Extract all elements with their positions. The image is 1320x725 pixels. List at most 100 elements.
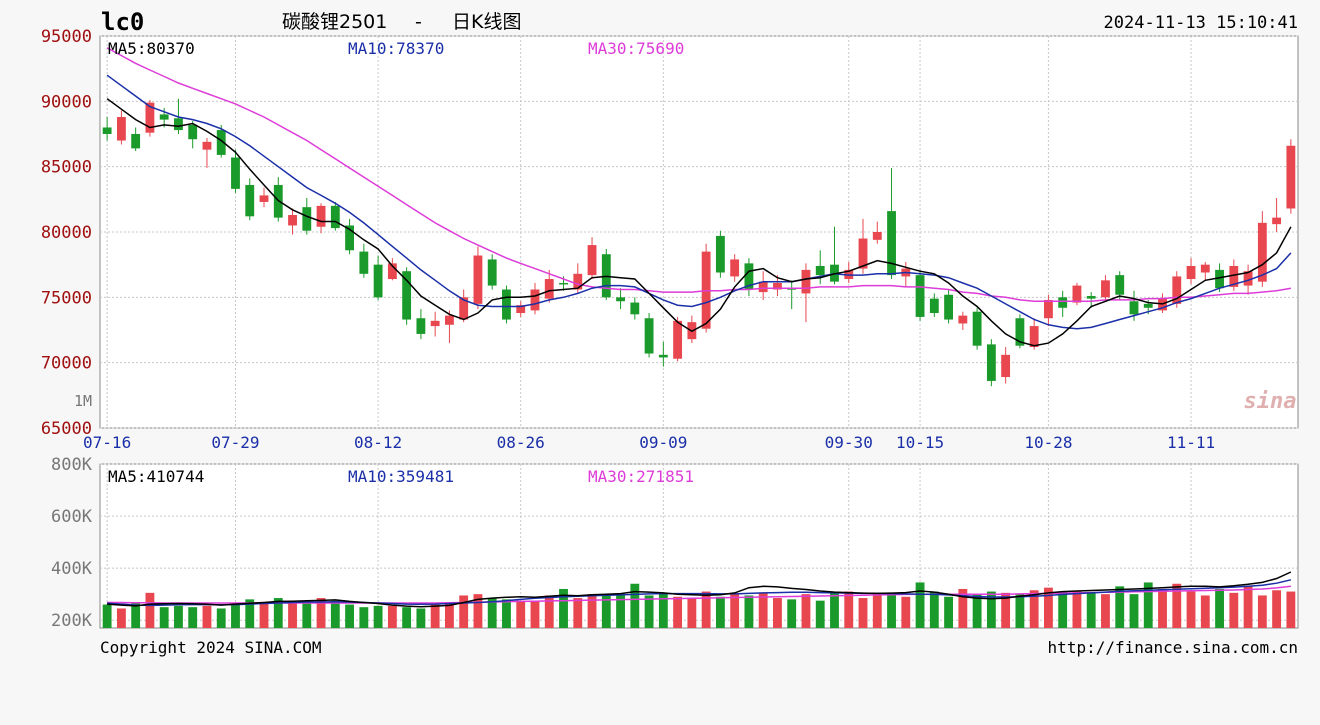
volume-bar — [801, 594, 811, 628]
volume-bar — [1029, 590, 1039, 628]
candle-body — [1029, 326, 1039, 347]
volume-bar — [687, 598, 697, 628]
volume-bar — [102, 604, 112, 628]
candle-body — [673, 320, 683, 359]
volume-legend-ma10: MA10:359481 — [348, 467, 454, 486]
volume-bar — [1058, 591, 1068, 628]
candle-body — [1286, 145, 1296, 209]
candle-body — [616, 297, 625, 302]
volume-bar — [544, 595, 554, 628]
candle-body — [1243, 271, 1253, 286]
volume-bar — [872, 594, 882, 628]
candle-body — [116, 117, 126, 141]
volume-bar — [658, 592, 668, 628]
volume-bar — [1200, 595, 1210, 628]
candle-body — [1272, 217, 1282, 225]
date-tick-label: 10-15 — [896, 433, 944, 452]
candle-body — [758, 281, 768, 293]
candle-body — [487, 259, 497, 286]
candle-body — [387, 263, 397, 280]
candle-body — [1086, 296, 1096, 299]
candle-body — [872, 232, 882, 240]
volume-bar — [901, 596, 911, 628]
volume-ma5-line — [107, 571, 1292, 608]
candle-body — [131, 134, 141, 149]
price-tick-label: 75000 — [41, 288, 92, 308]
volume-bar — [188, 607, 198, 628]
volume-bar — [1015, 594, 1025, 628]
volume-bar — [573, 598, 583, 628]
price-panel: 65000 70000 75000 80000 85000 90000 95000 1M 07-… — [41, 27, 1299, 452]
volume-bar — [844, 591, 854, 628]
volume-bar — [701, 591, 711, 628]
source-url: http://finance.sina.com.cn — [1048, 638, 1298, 657]
volume-bar — [1286, 591, 1296, 628]
candle-body — [530, 289, 540, 311]
volume-bar — [1243, 586, 1253, 628]
volume-bar — [288, 603, 297, 628]
price-legend-ma10: MA10:78370 — [348, 39, 444, 58]
candle-body — [544, 279, 554, 299]
candle-body — [102, 127, 112, 134]
candle-body — [1186, 265, 1196, 280]
candle-body — [1001, 354, 1011, 378]
volume-bar — [330, 600, 340, 628]
candle-body — [345, 225, 355, 251]
candle-body — [430, 320, 440, 327]
volume-bar — [174, 605, 183, 628]
candle-body — [1215, 269, 1224, 289]
candle-body — [1015, 318, 1025, 346]
volume-bar — [758, 592, 768, 628]
volume-bar — [116, 608, 126, 628]
volume-bar — [216, 608, 226, 628]
volume-bar — [559, 588, 568, 628]
candle-body — [801, 269, 811, 294]
candle-body — [359, 251, 369, 274]
candle-body — [459, 297, 469, 320]
volume-bar — [601, 595, 611, 628]
ma5-line — [106, 98, 1292, 347]
candle-body — [1257, 222, 1267, 282]
volume-bar — [1086, 592, 1096, 628]
volume-bar — [473, 594, 483, 628]
volume-bar — [159, 607, 169, 628]
candle-body — [815, 265, 825, 276]
candle-body — [630, 302, 640, 315]
volume-bar — [373, 605, 383, 628]
candle-body — [231, 157, 240, 189]
candle-body — [887, 211, 896, 276]
date-tick-label: 11-11 — [1167, 433, 1215, 452]
candle-body — [986, 344, 996, 381]
volume-bar — [530, 600, 540, 628]
candle-body — [1129, 301, 1139, 315]
candle-body — [330, 205, 340, 229]
volume-ma10-line — [107, 579, 1292, 607]
candle-body — [316, 205, 326, 227]
price-legend-ma30: MA30:75690 — [588, 39, 684, 58]
price-tick-label: 70000 — [41, 354, 92, 374]
volume-bar — [345, 604, 355, 628]
candle-body — [302, 207, 312, 231]
volume-bar — [1215, 588, 1224, 628]
volume-bar — [516, 600, 526, 628]
volume-bar — [1101, 594, 1110, 628]
candle-body — [944, 294, 954, 320]
volume-bar — [858, 598, 868, 628]
volume-bar — [1158, 588, 1167, 628]
volume-bar — [787, 599, 797, 628]
volume-bar — [1129, 594, 1139, 628]
candle-body — [958, 315, 968, 324]
volume-tick-label: 800K — [51, 455, 93, 475]
volume-bar — [715, 596, 725, 628]
unit-label: 1M — [74, 392, 92, 410]
volume-bar — [744, 595, 754, 628]
date-tick-label: 07-16 — [83, 433, 131, 452]
candle-body — [216, 130, 226, 155]
volume-bar — [145, 592, 155, 628]
volume-bar — [1186, 591, 1196, 628]
date-tick-label: 08-26 — [497, 433, 545, 452]
candle-body — [516, 305, 526, 314]
volume-bar — [1115, 586, 1125, 628]
volume-bar — [487, 598, 497, 628]
